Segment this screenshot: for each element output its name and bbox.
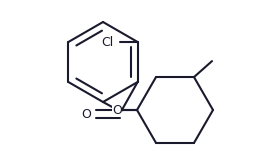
Text: O: O <box>81 107 91 120</box>
Text: Cl: Cl <box>102 35 114 48</box>
Text: O: O <box>112 104 122 117</box>
